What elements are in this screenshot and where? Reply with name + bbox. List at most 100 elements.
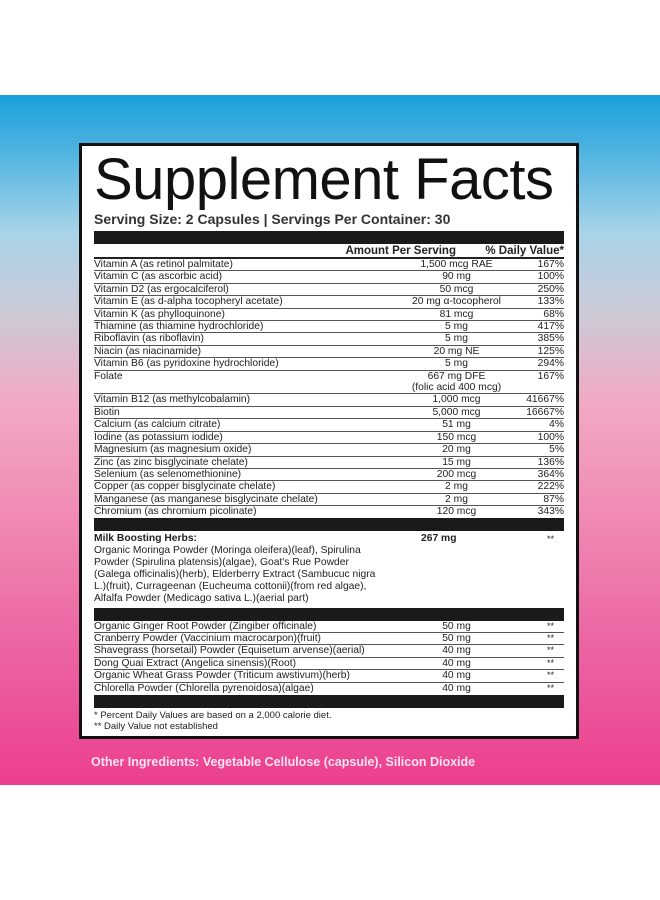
ingredient-dv: 167% — [537, 259, 564, 270]
ingredient-amount: 90 mg — [404, 271, 509, 282]
amount-value: 5,000 mcg — [432, 406, 481, 418]
amount-value: 20 mg α-tocopherol — [412, 296, 501, 308]
amount-value: 50 mg — [442, 632, 471, 644]
amount-value: 15 mg — [442, 456, 471, 468]
ingredient-name: Chromium (as chromium picolinate) — [94, 506, 257, 518]
amount-value: 150 mcg — [436, 431, 477, 443]
ingredient-name: Vitamin C (as ascorbic acid) — [94, 271, 222, 283]
ingredient-amount: 5 mg — [404, 333, 509, 344]
dv-header: % Daily Value* — [485, 245, 564, 257]
ingredient-amount: 5 mg — [404, 321, 509, 332]
amount-value: 40 mg — [442, 657, 471, 669]
ingredient-dv: 5% — [549, 444, 564, 456]
ingredient-dv: 294% — [537, 358, 564, 370]
ingredient-amount: 40 mg — [404, 670, 509, 681]
amount-header: Amount Per Serving — [345, 245, 456, 257]
table-row: Copper (as copper bisglycinate chelate) 2… — [94, 481, 564, 494]
ingredient-dv: ** — [546, 682, 554, 693]
ingredient-amount: 15 mg — [404, 457, 509, 468]
table-row: Iodine (as potassium iodide) 150 mcg 100% — [94, 431, 564, 445]
amount-value: 5 mg — [445, 321, 468, 333]
ingredient-dv: 385% — [537, 333, 564, 345]
ingredient-dv: 133% — [537, 296, 564, 308]
table-row: Zinc (as zinc bisglycinate chelate) 15 mg… — [94, 457, 564, 469]
panel-title: Supplement Facts — [94, 150, 554, 210]
table-row: Shavegrass (horsetail) Powder (Equisetum… — [94, 645, 564, 658]
ingredient-name: Biotin — [94, 406, 120, 418]
table-row: Vitamin D2 (as ergocalciferol) 50 mcg 250% — [94, 283, 564, 297]
ingredient-name: Organic Wheat Grass Powder (Triticum aws… — [94, 670, 350, 682]
blend-title: Milk Boosting Herbs: — [94, 532, 197, 544]
serving-info: Serving Size: 2 Capsules | Servings Per … — [94, 211, 451, 227]
ingredient-dv: 167% — [537, 370, 564, 382]
other-ingredients: Other Ingredients: Vegetable Cellulose (… — [91, 754, 476, 769]
amount-note: (folic acid 400 mcg) — [411, 382, 502, 394]
ingredient-amount: 5 mg — [404, 358, 509, 369]
table-row: Biotin 5,000 mcg 16667% — [94, 406, 564, 420]
herb-table: Organic Ginger Root Powder (Zingiber off… — [94, 621, 564, 694]
ingredient-name: Zinc (as zinc bisglycinate chelate) — [94, 456, 248, 468]
table-row: Selenium (as selenomethionine) 200 mcg 364… — [94, 468, 564, 482]
amount-value: 40 mg — [442, 645, 471, 657]
amount-value: 1,500 mcg RAE — [420, 259, 493, 270]
ingredient-amount: 120 mcg — [404, 506, 509, 517]
table-row: Chlorella Powder (Chlorella pyrenoidosa)… — [94, 683, 564, 694]
table-row: Organic Wheat Grass Powder (Triticum aws… — [94, 670, 564, 683]
ingredient-dv: 41667% — [526, 394, 564, 406]
table-row: Magnesium (as magnesium oxide) 20 mg 5% — [94, 444, 564, 457]
ingredient-dv: 222% — [537, 481, 564, 493]
amount-value: 2 mg — [445, 481, 468, 493]
ingredient-dv: 100% — [537, 431, 564, 443]
divider-bar — [94, 517, 564, 531]
footnote: * Percent Daily Values are based on a 2,… — [94, 709, 332, 721]
amount-value: 50 mcg — [439, 283, 474, 295]
ingredient-name: Niacin (as niacinamide) — [94, 345, 202, 357]
amount-value: 20 mg — [442, 444, 471, 456]
divider-bar — [94, 694, 564, 708]
amount-value: 5 mg — [445, 358, 468, 370]
ingredient-dv: 250% — [537, 283, 564, 295]
supplement-facts-panel: Supplement Facts Serving Size: 2 Capsule… — [79, 143, 579, 739]
ingredient-name: Dong Quai Extract (Angelica sinensis)(Ro… — [94, 657, 297, 669]
table-row: Manganese (as manganese bisglycinate che… — [94, 493, 564, 507]
ingredient-amount: 1,000 mcg — [404, 394, 509, 405]
ingredient-name: Vitamin D2 (as ergocalciferol) — [94, 283, 229, 295]
ingredient-name: Selenium (as selenomethionine) — [94, 468, 242, 480]
table-row: Vitamin B12 (as methylcobalamin) 1,000 mc… — [94, 394, 564, 407]
amount-value: 200 mcg — [436, 468, 477, 480]
table-row: Chromium (as chromium picolinate) 120 mcg… — [94, 506, 564, 517]
ingredient-dv: 4% — [549, 419, 564, 431]
ingredient-name: Folate — [94, 370, 123, 382]
ingredient-amount: 20 mg NE — [404, 346, 509, 357]
table-row: Vitamin E (as d-alpha tocopheryl acetate… — [94, 296, 564, 309]
ingredient-name: Copper (as copper bisglycinate chelate) — [94, 481, 276, 493]
nutrient-table: Vitamin A (as retinol palmitate) 1,500 mc… — [94, 259, 564, 518]
divider-bar — [94, 231, 564, 244]
ingredient-name: Vitamin K (as phylloquinone) — [94, 308, 225, 320]
ingredient-dv: ** — [546, 620, 554, 631]
ingredient-amount: 50 mg — [404, 621, 509, 632]
ingredient-amount: 20 mg α-tocopherol — [404, 296, 509, 307]
ingredient-amount: 40 mg — [404, 683, 509, 694]
amount-value: 40 mg — [442, 682, 471, 694]
column-header: Amount Per Serving % Daily Value* — [94, 244, 564, 259]
table-row: Vitamin A (as retinol palmitate) 1,500 mc… — [94, 259, 564, 272]
amount-value: 120 mcg — [436, 506, 477, 518]
ingredient-name: Shavegrass (horsetail) Powder (Equisetum… — [94, 645, 365, 657]
ingredient-name: Manganese (as manganese bisglycinate che… — [94, 493, 318, 505]
blend-amount: 267 mg — [421, 532, 457, 544]
table-row: Niacin (as niacinamide) 20 mg NE 125% — [94, 345, 564, 359]
ingredient-dv: 16667% — [526, 406, 564, 418]
blend-dv: ** — [546, 533, 554, 544]
ingredient-dv: ** — [546, 632, 554, 643]
ingredient-name: Chlorella Powder (Chlorella pyrenoidosa)… — [94, 682, 314, 694]
ingredient-amount: 1,500 mcg RAE — [404, 259, 509, 270]
ingredient-amount: 40 mg — [404, 658, 509, 669]
ingredient-amount: 40 mg — [404, 645, 509, 656]
table-row: Folate 667 mg DFE (folic acid 400 mcg) 167% — [94, 371, 564, 395]
ingredient-name: Calcium (as calcium citrate) — [94, 419, 221, 431]
ingredient-name: Vitamin B6 (as pyridoxine hydrochloride) — [94, 358, 279, 370]
amount-value: 667 mg DFE — [427, 370, 486, 382]
footnote: ** Daily Value not established — [94, 721, 218, 733]
ingredient-amount: 50 mcg — [404, 284, 509, 295]
